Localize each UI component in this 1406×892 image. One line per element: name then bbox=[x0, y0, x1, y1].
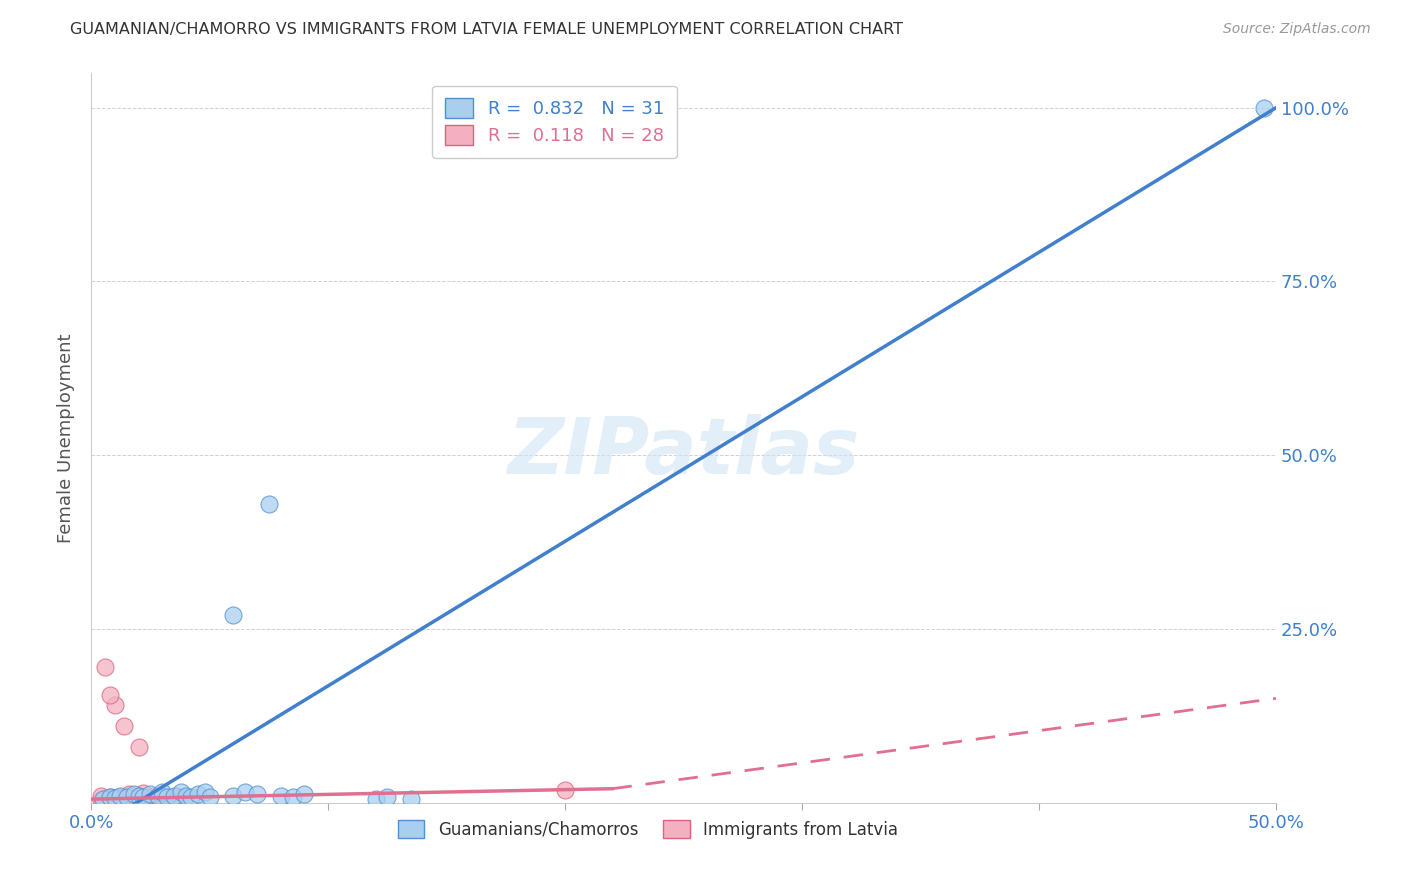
Point bbox=[112, 719, 135, 733]
Point bbox=[98, 688, 121, 702]
Point bbox=[150, 789, 173, 803]
Point bbox=[257, 497, 280, 511]
Point bbox=[377, 790, 399, 805]
Point bbox=[118, 787, 141, 801]
Point bbox=[170, 785, 193, 799]
Point bbox=[150, 791, 173, 805]
Point bbox=[194, 785, 217, 799]
Point bbox=[90, 793, 112, 807]
Point bbox=[98, 790, 121, 805]
Point bbox=[104, 698, 127, 713]
Point bbox=[128, 789, 150, 803]
Point bbox=[156, 790, 179, 805]
Point bbox=[180, 790, 202, 805]
Y-axis label: Female Unemployment: Female Unemployment bbox=[58, 333, 75, 542]
Point bbox=[108, 790, 131, 805]
Point bbox=[128, 791, 150, 805]
Point bbox=[146, 790, 169, 805]
Point bbox=[554, 783, 576, 797]
Point bbox=[281, 790, 304, 805]
Point bbox=[233, 785, 256, 799]
Point bbox=[294, 787, 316, 801]
Point bbox=[132, 790, 155, 805]
Legend: R =  0.832   N = 31, R =  0.118   N = 28: R = 0.832 N = 31, R = 0.118 N = 28 bbox=[432, 86, 676, 158]
Point bbox=[1253, 101, 1275, 115]
Point bbox=[270, 789, 292, 803]
Point bbox=[166, 789, 188, 803]
Point bbox=[163, 789, 186, 803]
Text: GUAMANIAN/CHAMORRO VS IMMIGRANTS FROM LATVIA FEMALE UNEMPLOYMENT CORRELATION CHA: GUAMANIAN/CHAMORRO VS IMMIGRANTS FROM LA… bbox=[70, 22, 903, 37]
Point bbox=[128, 739, 150, 754]
Point bbox=[174, 789, 197, 803]
Point bbox=[364, 792, 387, 806]
Point bbox=[132, 786, 155, 800]
Point bbox=[132, 790, 155, 805]
Point bbox=[94, 791, 117, 805]
Point bbox=[399, 792, 422, 806]
Point bbox=[104, 792, 127, 806]
Point bbox=[246, 787, 269, 801]
Point bbox=[98, 790, 121, 805]
Point bbox=[187, 787, 209, 801]
Point bbox=[222, 607, 245, 622]
Point bbox=[146, 789, 169, 803]
Point bbox=[170, 791, 193, 805]
Point bbox=[90, 789, 112, 803]
Point bbox=[115, 790, 138, 805]
Point bbox=[198, 790, 221, 805]
Point bbox=[122, 789, 145, 803]
Point bbox=[156, 790, 179, 805]
Point bbox=[139, 787, 162, 801]
Point bbox=[150, 785, 173, 799]
Point bbox=[160, 792, 183, 806]
Point bbox=[222, 789, 245, 803]
Text: ZIPatlas: ZIPatlas bbox=[508, 415, 859, 491]
Point bbox=[142, 789, 165, 803]
Point bbox=[91, 792, 114, 806]
Point bbox=[112, 792, 135, 806]
Point bbox=[108, 789, 131, 803]
Point bbox=[94, 660, 117, 674]
Point bbox=[136, 792, 159, 806]
Text: Source: ZipAtlas.com: Source: ZipAtlas.com bbox=[1223, 22, 1371, 37]
Point bbox=[122, 787, 145, 801]
Point bbox=[104, 791, 127, 805]
Point bbox=[118, 791, 141, 805]
